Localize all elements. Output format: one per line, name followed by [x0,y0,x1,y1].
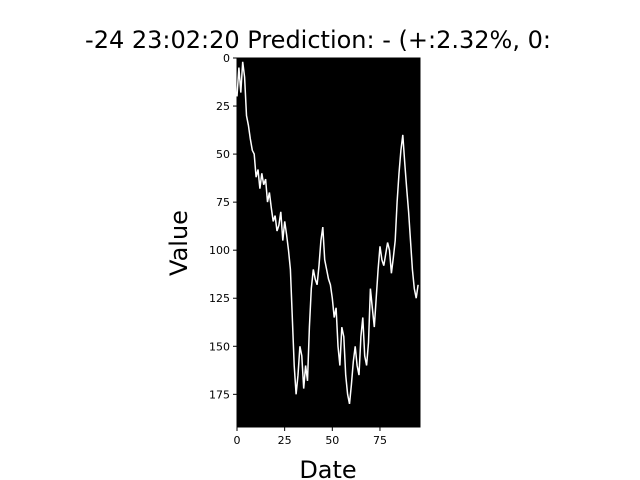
x-axis-label: Date [299,456,356,480]
x-tick-label: 0 [234,434,241,447]
plot-area [236,57,421,428]
x-ticks: 0 25 50 75 [234,427,387,447]
y-tick-label: 125 [209,292,230,305]
y-tick-label: 75 [216,196,230,209]
x-tick-label: 25 [278,434,292,447]
chart-title: -24 23:02:20 Prediction: - (+:2.32%, 0: [85,26,551,54]
x-tick-label: 75 [373,434,387,447]
x-tick-label: 50 [325,434,339,447]
y-tick-label: 50 [216,148,230,161]
y-tick-label: 25 [216,100,230,113]
y-axis-label: Value [165,210,193,276]
y-tick-label: 175 [209,388,230,401]
y-tick-label: 100 [209,244,230,257]
y-tick-label: 0 [223,52,230,65]
y-tick-label: 150 [209,340,230,353]
series-line [236,61,419,405]
y-ticks: 0 25 50 75 100 125 150 175 [209,52,237,401]
